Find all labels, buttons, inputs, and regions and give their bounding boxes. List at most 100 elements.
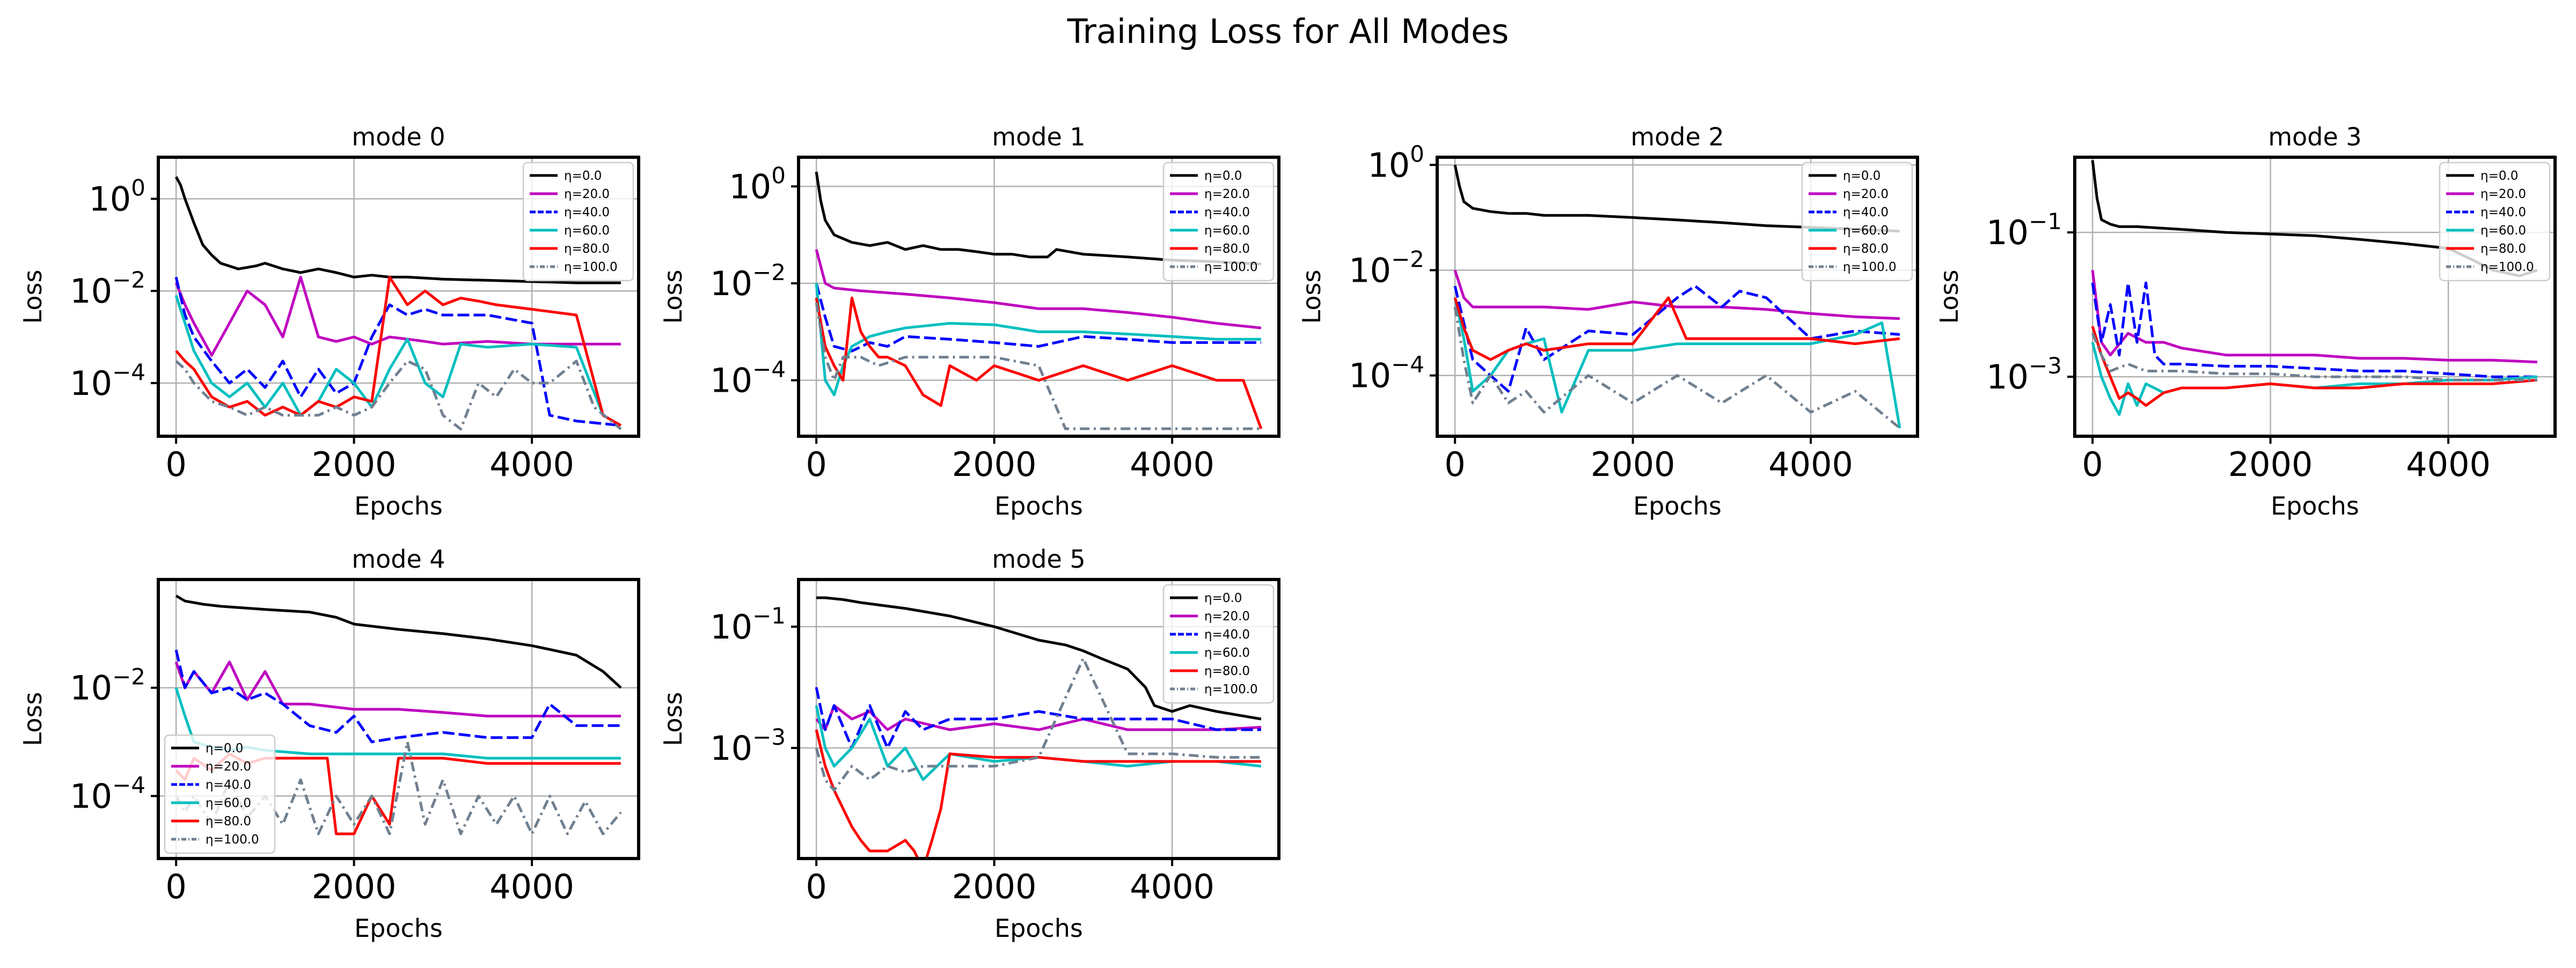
legend-entry: η=0.0 [2480,169,2518,183]
subplot-title: mode 4 [352,545,445,574]
legend-entry: η=80.0 [564,242,610,256]
legend-entry: η=60.0 [2480,224,2526,238]
series-line-eta-5 [1453,306,1901,429]
x-axis-label: Epochs [1633,492,1722,520]
subplot-mode-2: 0 2000 4000 100 10−2 10−4 mode 2 Epochs Loss η=0.… [1297,122,1919,520]
y-axis-label: Loss [1935,270,1964,324]
legend-entry: η=0.0 [1843,169,1880,183]
series-line-eta-2 [1453,284,1900,393]
series-line-eta-0 [816,596,1262,721]
series-line-eta-1 [1453,269,1900,320]
x-tick-label: 0 [165,867,186,906]
x-tick-label: 0 [1444,445,1465,484]
y-axis-label: Loss [18,270,47,324]
x-tick-label: 2000 [952,867,1037,906]
legend-entry: η=20.0 [1204,187,1250,201]
series-line-eta-4 [1453,296,1900,361]
series-line-eta-3 [2091,342,2538,416]
legend-entry: η=40.0 [2480,206,2526,219]
legend-box [2439,162,2551,282]
series-line-eta-2 [174,276,621,427]
axes-frame [2073,156,2557,438]
legend-entry: η=60.0 [1204,646,1250,660]
series-line-eta-2 [815,283,1261,353]
legend: η=0.0 η=20.0 η=40.0 η=60.0 η=80.0 η=100.0 [1162,584,1275,704]
series-line-eta-0 [175,595,622,689]
legend-entry: η=100.0 [1204,260,1258,274]
series-line-eta-1 [174,275,621,357]
series-line-eta-2 [174,649,621,744]
y-tick-label: 10−4 [70,359,145,403]
legend-entry: η=80.0 [1204,664,1250,678]
axes-frame [1436,156,1919,438]
series-line-eta-3 [174,295,622,427]
legend-box [1162,162,1275,282]
legend-entry: η=80.0 [2480,242,2526,256]
legend-entry: η=100.0 [564,260,618,274]
legend-entry: η=80.0 [206,815,251,828]
y-tick-label: 10−2 [70,267,145,311]
subplot-title: mode 3 [2268,122,2361,151]
legend-box [1162,584,1275,704]
legend-entry: η=60.0 [1843,224,1889,238]
legend: η=0.0 η=20.0 η=40.0 η=60.0 η=80.0 η=100.0 [164,734,276,854]
legend-entry: η=100.0 [2480,260,2534,274]
y-tick-label: 10−4 [1349,351,1424,395]
legend-entry: η=80.0 [1843,242,1889,256]
series-line-eta-0 [815,171,1262,266]
series-line-eta-2 [2091,281,2537,378]
axes-frame [157,156,640,438]
x-tick-label: 4000 [1130,445,1214,484]
x-tick-label: 4000 [2406,445,2491,484]
legend-entry: η=20.0 [2480,187,2526,201]
legend-entry: η=100.0 [1204,683,1258,696]
subplot-title: mode 2 [1630,122,1724,151]
axes-frame [797,156,1280,438]
x-tick-label: 4000 [1130,867,1214,906]
legend-entry: η=20.0 [206,760,251,774]
x-tick-label: 2000 [1591,445,1675,484]
x-tick-label: 0 [806,445,826,484]
series-line-eta-5 [815,302,1261,430]
series-line-eta-0 [174,176,621,284]
series-line-eta-1 [815,249,1262,329]
legend-entry: η=40.0 [564,206,610,219]
y-tick-label: 10−1 [1986,208,2062,252]
y-tick-label: 10−1 [710,603,786,647]
subplot-mode-1: 0 2000 4000 100 10−2 10−4 mode 1 Epochs Loss η=0.… [658,122,1280,520]
legend-entry: η=0.0 [206,742,243,756]
y-tick-label: 100 [1367,141,1424,185]
legend: η=0.0 η=20.0 η=40.0 η=60.0 η=80.0 η=100.0 [1162,162,1275,282]
x-tick-label: 4000 [1768,445,1853,484]
series-line-eta-1 [815,704,1262,731]
y-tick-label: 10−2 [70,664,145,708]
y-axis-label: Loss [658,270,687,324]
x-tick-label: 4000 [489,445,574,484]
series-line-eta-3 [815,283,1261,397]
legend-entry: η=20.0 [1204,610,1250,624]
legend-box [164,734,276,854]
x-axis-label: Epochs [994,914,1083,943]
legend: η=0.0 η=20.0 η=40.0 η=60.0 η=80.0 η=100.0 [2439,162,2551,282]
legend-entry: η=100.0 [206,833,259,847]
x-axis-label: Epochs [2271,492,2359,520]
y-tick-label: 10−4 [70,772,145,816]
y-tick-label: 10−4 [710,356,786,400]
legend-box [1801,162,1913,282]
series-line-eta-5 [174,740,622,835]
y-tick-label: 10−2 [1349,246,1424,290]
y-tick-label: 10−3 [710,724,786,768]
y-tick-label: 100 [729,162,786,206]
x-tick-label: 4000 [489,867,574,906]
legend-entry: η=0.0 [564,169,602,183]
legend-entry: η=0.0 [1204,591,1242,605]
y-axis-label: Loss [18,692,47,746]
series-line-eta-4 [815,296,1263,429]
y-tick-label: 10−3 [1986,353,2062,397]
legend-entry: η=60.0 [564,224,610,238]
series-line-eta-5 [2091,333,2537,382]
